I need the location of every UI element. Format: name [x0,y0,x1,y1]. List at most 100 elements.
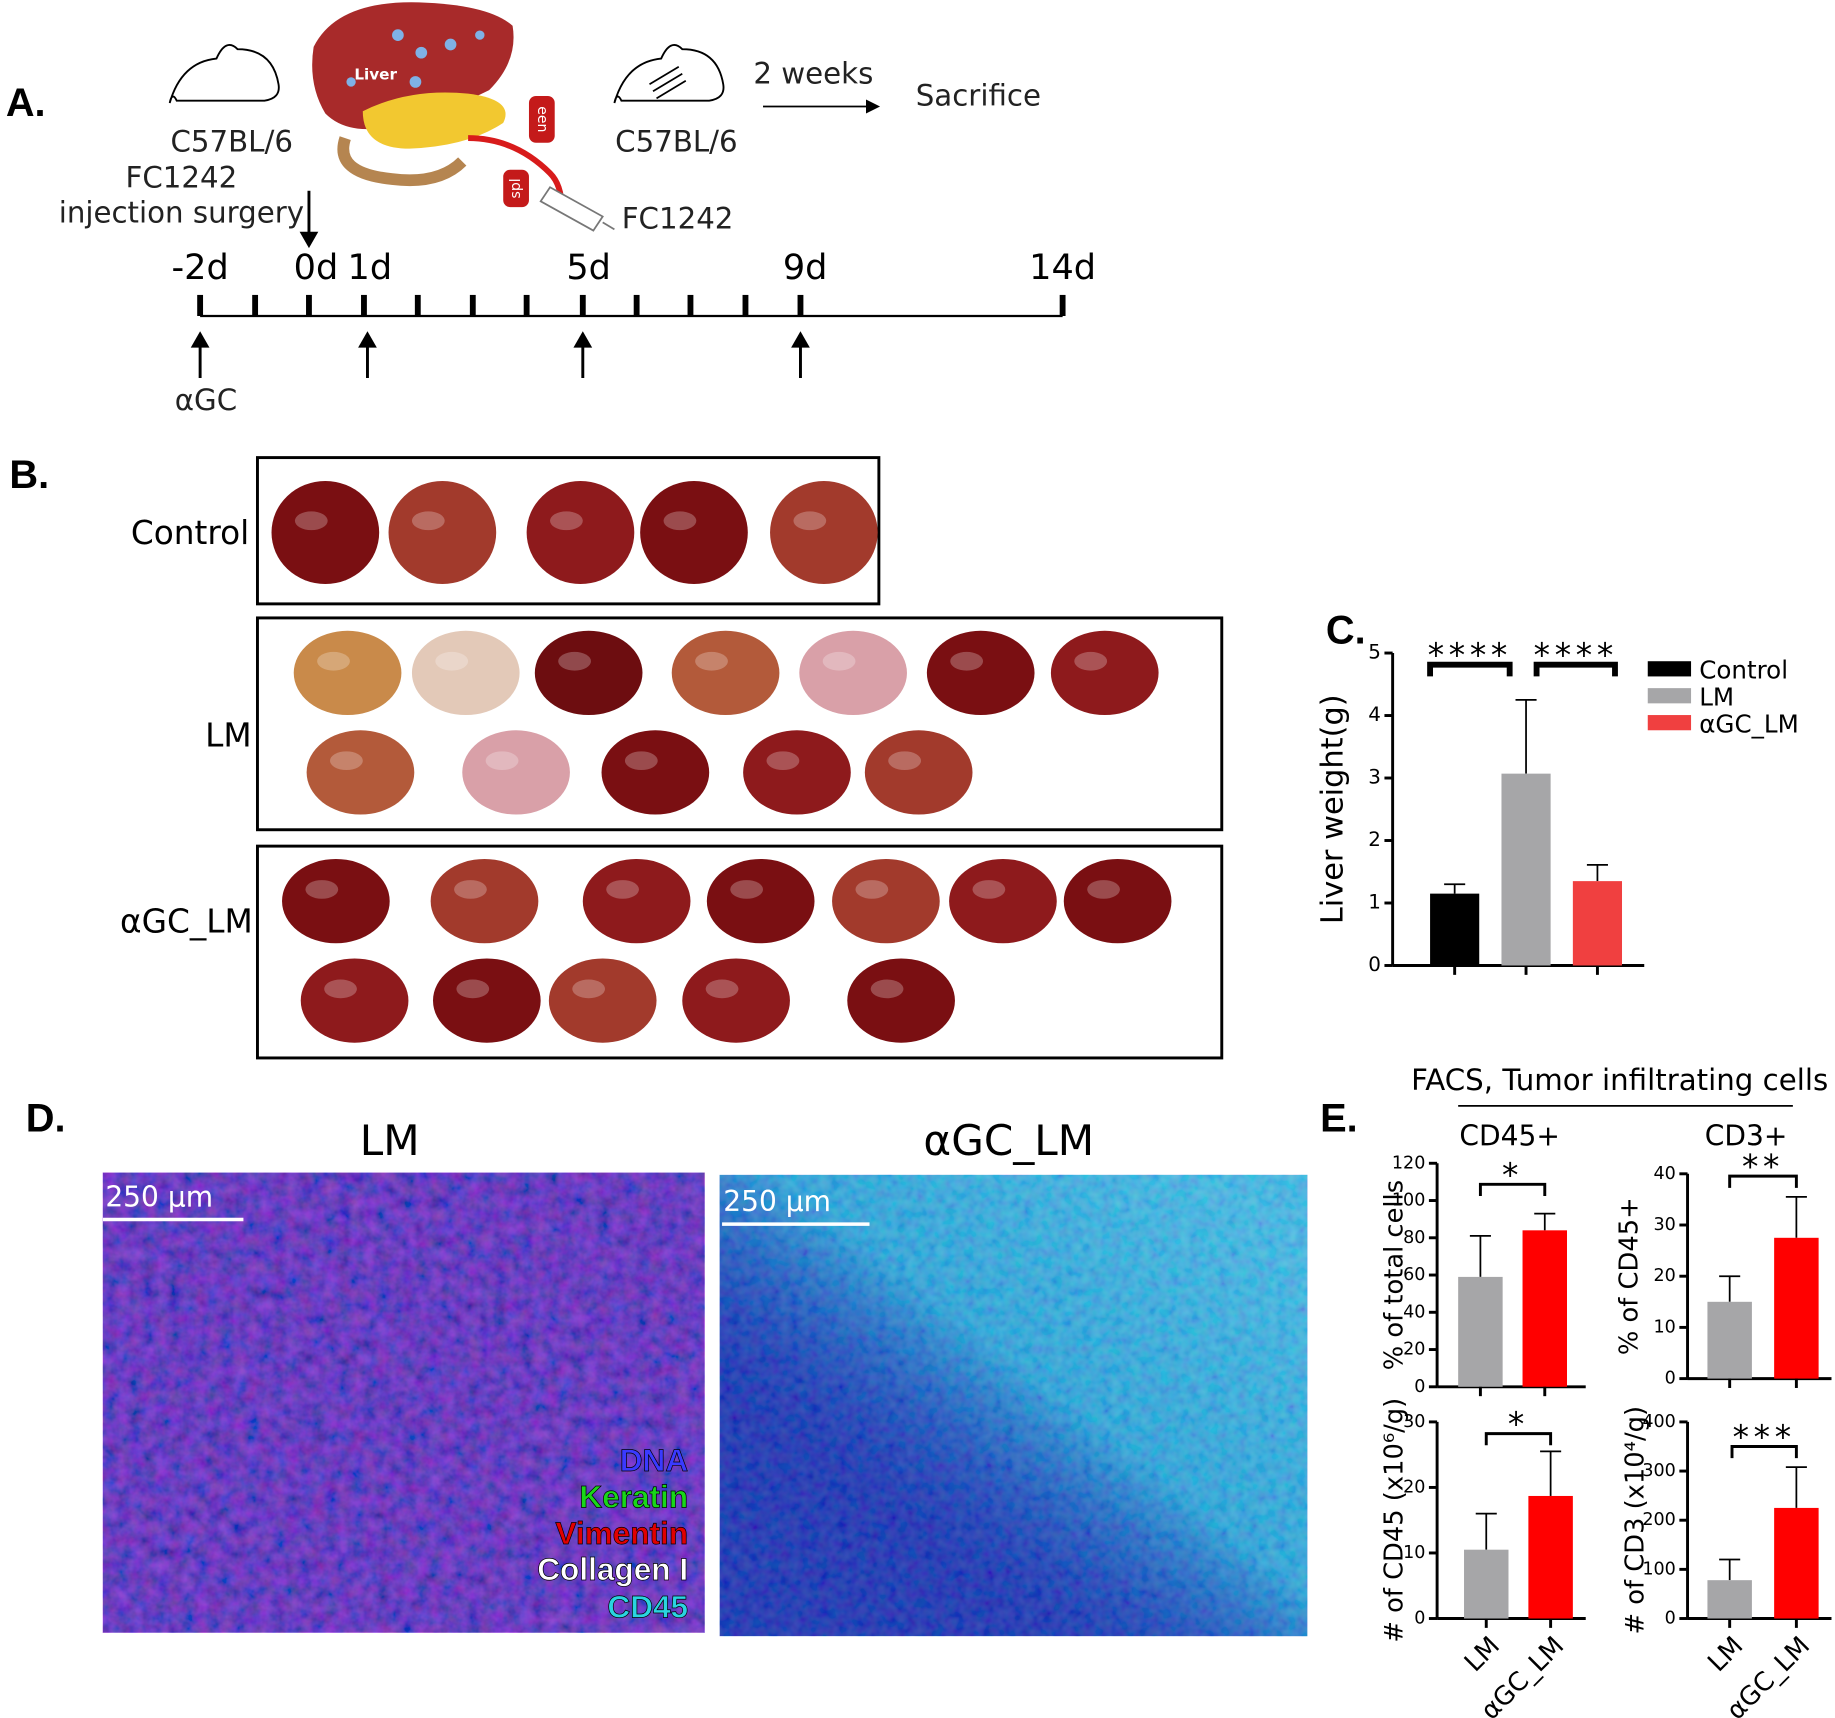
group-label: Control [131,514,249,552]
liver-photo [601,730,710,815]
syringe-icon [539,186,604,232]
micrograph-texture [719,1174,1308,1637]
bar [1501,773,1551,966]
bar [1572,881,1623,966]
liver-photo [411,630,520,716]
dose-arrow-head [791,331,810,348]
liver-highlight [572,979,606,999]
liver-photo [462,730,570,815]
panel-label: D. [26,1097,66,1141]
y-tick-label: 0 [1414,1377,1425,1397]
y-tick-label: 400 [1642,1412,1676,1432]
y-tick-label: 60 [1403,1265,1425,1285]
significance-bracket [1728,1174,1798,1188]
liver-highlight [550,511,583,531]
significance-bracket [1730,1445,1798,1459]
liver-highlight [822,651,856,671]
legend-swatch [1647,661,1692,677]
photo-box [255,844,1224,1060]
y-axis-label: Liver weight(g) [1316,694,1351,924]
group-label: αGC_LM [120,902,253,940]
significance-label: **** [1534,637,1618,675]
micrograph-texture [102,1172,705,1633]
x-tick-label: LM [1702,1631,1749,1678]
spleen-icon [528,95,555,143]
scale-label: 250 μm [723,1185,831,1218]
timeline-label: 1d [348,247,393,288]
pancreas-icon [362,92,506,149]
liver-highlight [324,979,357,999]
significance-label: *** [1733,1418,1796,1456]
liver-photo [526,480,635,584]
y-tick-label: 10 [1654,1317,1676,1337]
legend-swatch [1647,688,1692,704]
liver-photo [548,958,657,1043]
liver-highlight [624,751,658,771]
liver-photos [271,480,1172,1043]
legend-label: Control [1699,656,1788,685]
spleen-label: een [534,106,550,132]
y-tick-label: 120 [1392,1153,1426,1173]
bar [1522,1230,1568,1387]
stain-label: CD45 [607,1588,688,1624]
bar-chart: 0 20 40 60 80 100 120 % of total cells CD45+* [1379,1120,1586,1397]
image-title: αGC_LM [923,1116,1094,1165]
significance-bracket [1533,661,1618,677]
liver-photo [534,630,643,716]
spleen-label: spl [508,178,524,198]
panel-label: E. [1320,1097,1358,1141]
liver-photo [864,730,973,815]
y-tick-label: 20 [1654,1266,1676,1286]
dose-arrow-head [190,331,210,348]
chart-title: CD45+ [1459,1120,1559,1153]
liver-photo [430,859,539,944]
panel-d: D. LM αGC_LM 250 μm 250 μm DNA Keratin V… [26,1097,1308,1637]
legend-swatch [1647,715,1692,731]
y-axis-label: # of CD3 (x10⁴/g) [1621,1406,1651,1634]
syringe-label: FC1242 [622,202,734,236]
timeline-label: -2d [171,247,228,288]
panel-label: A. [6,81,46,125]
duodenum-icon [337,136,467,187]
panel-e: E. FACS, Tumor infiltrating cells [1320,1063,1828,1141]
syringe-needle [602,221,615,231]
strain: C57BL/6 [170,124,292,158]
bar [1774,1507,1819,1619]
bar [1707,1301,1752,1379]
liver-highlight [558,651,591,671]
liver-photo [388,480,497,584]
treatment-label: αGC [175,383,237,417]
chart-title: CD3+ [1705,1120,1788,1153]
y-tick-label: 30 [1654,1215,1676,1235]
liver-highlight [695,651,728,671]
liver-highlight [1074,651,1108,671]
y-tick-label: 3 [1368,766,1381,789]
liver-photo [300,958,409,1043]
y-tick-label: 40 [1654,1164,1676,1184]
liver-photo [770,480,878,584]
y-tick-label: 200 [1642,1510,1676,1530]
liver-highlight [888,751,922,771]
stain-label: Collagen I [537,1551,688,1587]
y-tick-label: 40 [1403,1302,1425,1322]
stain-label: DNA [620,1442,688,1478]
liver-highlight [330,751,363,771]
panel-a: A. C57BL/6 FC1242 injection surgery spl … [6,2,1096,417]
y-tick-label: 20 [1403,1340,1425,1360]
liver-photo [582,859,691,944]
spleen-icon [503,169,529,208]
panel-b: B. Control LM αGC_LM [9,453,1224,1060]
liver-photo [799,630,907,716]
liver-highlight [294,511,328,531]
significance-bracket [1484,1432,1553,1446]
liver-highlight [411,511,445,531]
liver-highlight [435,651,469,671]
liver-highlight [606,880,639,899]
liver-highlight [705,979,739,999]
significance-label: * [1502,1156,1523,1194]
y-axis-label: % of total cells [1379,1180,1409,1370]
